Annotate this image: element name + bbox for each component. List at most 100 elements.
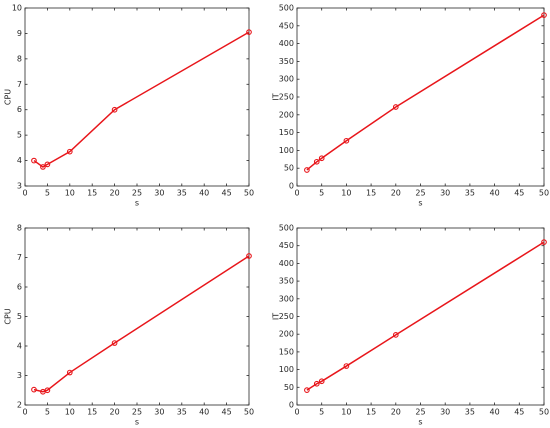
data-marker xyxy=(304,167,310,173)
x-axis-label: s xyxy=(135,199,139,208)
x-axis-label: s xyxy=(418,199,422,208)
x-tick-label: 25 xyxy=(415,189,425,198)
axes-box xyxy=(296,7,545,187)
x-tick-label: 20 xyxy=(110,408,120,417)
y-tick-label: 150 xyxy=(279,347,294,356)
y-tick-label: 8 xyxy=(17,224,22,233)
data-marker xyxy=(392,104,399,110)
y-tick-label: 100 xyxy=(279,365,294,374)
x-tick-label: 35 xyxy=(465,189,475,198)
x-tick-label: 0 xyxy=(22,189,27,198)
y-axis-label: CPU xyxy=(4,89,13,105)
data-marker xyxy=(313,158,320,165)
x-tick-label: 5 xyxy=(319,408,324,417)
y-tick-label: 7 xyxy=(17,253,22,262)
y-tick-label: 5 xyxy=(17,312,22,321)
y-tick-label: 6 xyxy=(17,105,22,114)
y-tick-label: 500 xyxy=(279,4,294,13)
x-tick-label: 50 xyxy=(539,408,549,417)
x-axis-label: s xyxy=(135,418,139,427)
data-marker xyxy=(313,380,320,387)
data-marker xyxy=(541,239,547,246)
data-marker xyxy=(541,12,547,18)
y-tick-label: 200 xyxy=(279,330,294,339)
data-line xyxy=(33,31,250,168)
x-tick-label: 40 xyxy=(490,408,500,417)
x-tick-label: 15 xyxy=(366,189,376,198)
y-axis-label: CPU xyxy=(4,308,13,324)
y-tick-label: 5 xyxy=(17,131,22,140)
data-marker xyxy=(111,340,118,346)
data-marker xyxy=(343,363,350,369)
y-axis-label: IT xyxy=(272,93,281,100)
x-tick-label: 0 xyxy=(294,408,299,417)
y-tick-label: 4 xyxy=(17,342,22,351)
data-marker xyxy=(31,157,37,164)
y-tick-label: 400 xyxy=(279,259,294,268)
data-marker xyxy=(44,161,51,168)
axes-box xyxy=(24,227,250,406)
x-tick-label: 30 xyxy=(440,408,450,417)
x-tick-label: 15 xyxy=(366,408,376,417)
y-tick-label: 0 xyxy=(289,182,294,191)
y-tick-label: 50 xyxy=(284,164,294,173)
x-tick-label: 35 xyxy=(177,408,187,417)
data-marker xyxy=(246,253,252,259)
x-tick-label: 5 xyxy=(319,189,324,198)
x-tick-label: 50 xyxy=(244,189,254,198)
x-tick-label: 15 xyxy=(87,189,97,198)
x-tick-label: 40 xyxy=(199,189,209,198)
data-line xyxy=(33,255,250,393)
y-tick-label: 300 xyxy=(279,294,294,303)
y-tick-label: 3 xyxy=(17,182,22,191)
x-tick-label: 30 xyxy=(154,189,164,198)
x-tick-label: 40 xyxy=(490,189,500,198)
y-tick-label: 4 xyxy=(17,156,22,165)
x-tick-label: 40 xyxy=(199,408,209,417)
y-tick-label: 300 xyxy=(279,75,294,84)
data-marker xyxy=(392,332,399,338)
x-tick-label: 0 xyxy=(22,408,27,417)
y-tick-label: 9 xyxy=(17,29,22,38)
x-tick-label: 10 xyxy=(65,189,75,198)
data-marker xyxy=(66,369,73,376)
axes-box xyxy=(296,227,545,406)
x-tick-label: 35 xyxy=(177,189,187,198)
x-tick-label: 25 xyxy=(415,408,425,417)
y-tick-label: 500 xyxy=(279,224,294,233)
data-marker xyxy=(111,106,118,113)
x-tick-label: 30 xyxy=(440,189,450,198)
x-tick-label: 25 xyxy=(132,408,142,417)
y-tick-label: 400 xyxy=(279,39,294,48)
y-axis-label: IT xyxy=(272,313,281,320)
y-tick-label: 2 xyxy=(17,401,22,410)
y-tick-label: 150 xyxy=(279,128,294,137)
y-tick-label: 350 xyxy=(279,57,294,66)
y-tick-label: 3 xyxy=(17,371,22,380)
y-tick-label: 100 xyxy=(279,146,294,155)
x-tick-label: 5 xyxy=(45,408,50,417)
x-tick-label: 0 xyxy=(294,189,299,198)
y-tick-label: 250 xyxy=(279,312,294,321)
x-tick-label: 45 xyxy=(514,408,524,417)
data-marker xyxy=(66,148,73,155)
y-tick-label: 200 xyxy=(279,110,294,119)
y-tick-label: 6 xyxy=(17,283,22,292)
y-tick-label: 50 xyxy=(284,383,294,392)
data-marker xyxy=(343,137,350,144)
x-tick-label: 20 xyxy=(110,189,120,198)
x-tick-label: 5 xyxy=(45,189,50,198)
x-tick-label: 10 xyxy=(65,408,75,417)
x-tick-label: 50 xyxy=(539,189,549,198)
y-tick-label: 8 xyxy=(17,54,22,63)
y-tick-label: 350 xyxy=(279,277,294,286)
x-tick-label: 30 xyxy=(154,408,164,417)
data-marker xyxy=(31,386,37,393)
data-marker xyxy=(318,378,325,385)
x-tick-label: 20 xyxy=(391,408,401,417)
data-marker xyxy=(246,29,252,36)
x-axis-label: s xyxy=(418,418,422,427)
x-tick-label: 50 xyxy=(244,408,254,417)
data-marker xyxy=(318,155,325,162)
